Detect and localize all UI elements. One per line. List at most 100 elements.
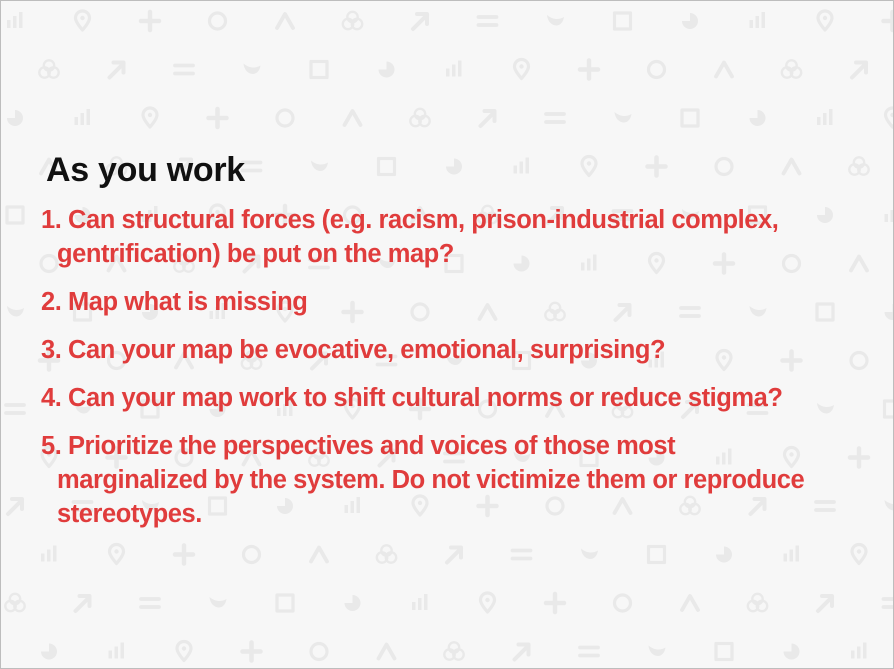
caret-up-icon xyxy=(545,400,565,418)
question-item-5: 5. Prioritize the perspectives and voice… xyxy=(41,429,881,531)
question-item-4-line-1: 4. Can your map work to shift cultural n… xyxy=(41,384,783,412)
arrow-icon xyxy=(681,400,699,419)
plus-icon xyxy=(408,397,432,421)
equals-icon xyxy=(679,306,701,318)
caret-up-icon xyxy=(241,448,262,467)
pin-icon xyxy=(647,251,666,275)
question-item-2: 2. Map what is missing xyxy=(41,285,881,319)
caret-up-icon xyxy=(342,109,363,127)
pie-icon xyxy=(209,401,226,417)
equals-icon xyxy=(308,257,330,270)
leaf-icon xyxy=(311,160,328,171)
leaf-icon xyxy=(884,500,893,511)
square-icon xyxy=(815,302,835,322)
pin-icon xyxy=(580,154,598,178)
square-icon xyxy=(882,399,893,419)
square-icon xyxy=(72,302,93,322)
caret-up-icon xyxy=(376,642,397,661)
leaf-icon xyxy=(243,63,261,74)
square-icon xyxy=(714,641,734,662)
bar-chart-icon xyxy=(783,545,799,562)
rings-icon xyxy=(780,59,803,79)
square-icon xyxy=(275,593,295,613)
question-item-5-line-2: marginalized by the system. Do not victi… xyxy=(57,466,805,494)
leaf-icon xyxy=(614,112,632,123)
rings-icon xyxy=(443,641,465,661)
arrow-icon xyxy=(546,206,564,225)
rings-icon xyxy=(746,592,769,613)
square-icon xyxy=(511,350,532,371)
rings-icon xyxy=(544,301,566,322)
caret-up-icon xyxy=(174,351,194,370)
plus-icon xyxy=(273,203,297,227)
pin-icon xyxy=(411,494,429,517)
bar-chart-icon xyxy=(716,448,732,465)
pin-icon xyxy=(208,203,227,226)
pie-icon xyxy=(7,110,23,126)
rings-icon xyxy=(476,204,499,225)
circle-icon xyxy=(309,641,329,662)
plus-icon xyxy=(341,300,364,324)
arrow-icon xyxy=(411,12,429,31)
pie-icon xyxy=(378,61,395,78)
caret-up-icon xyxy=(275,12,295,30)
circle-icon xyxy=(714,156,734,177)
bar-chart-icon xyxy=(412,594,428,610)
pie-icon xyxy=(446,158,462,175)
slide-title: As you work xyxy=(46,151,245,189)
plus-icon xyxy=(476,494,499,518)
leaf-icon xyxy=(817,403,834,414)
circle-icon xyxy=(646,59,667,80)
equals-icon xyxy=(240,160,263,173)
arrow-icon xyxy=(613,303,632,322)
leaf-icon xyxy=(648,645,666,656)
caret-up-icon xyxy=(714,60,734,79)
bar-chart-icon xyxy=(277,400,293,416)
rings-icon xyxy=(4,592,26,613)
rings-icon xyxy=(308,447,330,467)
plus-icon xyxy=(847,446,871,469)
pin-icon xyxy=(276,300,294,323)
question-item-5-line-1: 5. Prioritize the perspectives and voice… xyxy=(41,432,676,460)
bar-chart-icon xyxy=(108,642,124,659)
equals-icon xyxy=(881,597,893,609)
arrow-icon xyxy=(445,545,463,565)
pie-icon xyxy=(74,207,91,223)
square-icon xyxy=(140,399,160,419)
rings-icon xyxy=(611,398,634,419)
rings-icon xyxy=(375,544,398,564)
bar-chart-icon xyxy=(74,109,90,125)
question-item-1: 1. Can structural forces (e.g. racism, p… xyxy=(41,203,881,271)
arrow-icon xyxy=(107,60,126,80)
leaf-icon xyxy=(513,451,531,462)
plus-icon xyxy=(780,349,803,372)
arrow-icon xyxy=(512,642,531,662)
bar-chart-icon xyxy=(446,60,462,77)
plus-icon xyxy=(105,446,128,469)
equals-icon xyxy=(139,597,161,609)
caret-up-icon xyxy=(849,254,869,273)
arrow-icon xyxy=(816,594,834,613)
pin-icon xyxy=(73,9,92,32)
circle-icon xyxy=(106,350,127,371)
square-icon xyxy=(579,447,599,468)
arrow-icon xyxy=(310,351,328,371)
question-item-5-line-3: stereotypes. xyxy=(57,500,202,528)
pin-icon xyxy=(175,639,193,663)
equals-icon xyxy=(375,354,398,367)
pin-icon xyxy=(40,445,58,469)
bar-chart-icon xyxy=(344,497,360,513)
square-icon xyxy=(207,496,228,516)
bar-chart-icon xyxy=(142,206,158,222)
pie-icon xyxy=(344,595,361,611)
caret-up-icon xyxy=(106,254,127,273)
pie-icon xyxy=(648,449,665,466)
circle-icon xyxy=(781,253,802,274)
circle-icon xyxy=(410,302,430,322)
leaf-icon xyxy=(446,354,463,365)
circle-icon xyxy=(849,350,869,371)
pin-icon xyxy=(107,542,126,566)
rings-icon xyxy=(105,156,128,176)
pin-icon xyxy=(343,397,362,420)
